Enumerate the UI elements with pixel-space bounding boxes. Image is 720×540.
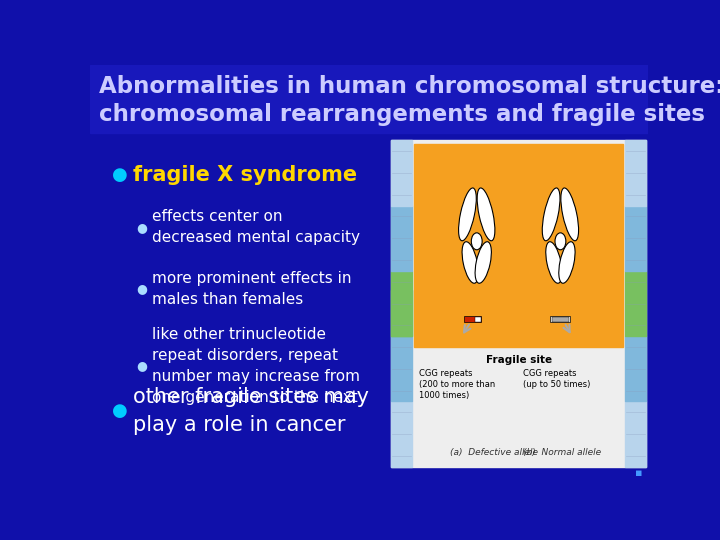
Text: ●: ● <box>112 402 127 420</box>
Bar <box>391 336 413 401</box>
Text: ●: ● <box>137 360 148 373</box>
Text: CGG repeats
(up to 50 times): CGG repeats (up to 50 times) <box>523 369 590 389</box>
Ellipse shape <box>459 188 476 241</box>
Bar <box>625 140 647 206</box>
Text: (b)  Normal allele: (b) Normal allele <box>523 449 601 457</box>
Text: ▪: ▪ <box>635 468 642 478</box>
Text: ●: ● <box>137 221 148 234</box>
Bar <box>90 65 648 132</box>
Bar <box>625 336 647 401</box>
Ellipse shape <box>555 233 566 250</box>
Bar <box>391 140 647 467</box>
Bar <box>625 401 647 467</box>
Text: more prominent effects in
males than females: more prominent effects in males than fem… <box>152 271 351 307</box>
Text: Abnormalities in human chromosomal structure:: Abnormalities in human chromosomal struc… <box>99 75 720 98</box>
Text: Fragile site: Fragile site <box>485 355 552 366</box>
Ellipse shape <box>561 188 579 241</box>
Text: fragile X syndrome: fragile X syndrome <box>132 165 356 185</box>
Bar <box>391 291 413 336</box>
Bar <box>391 206 413 271</box>
Ellipse shape <box>475 242 491 284</box>
Text: other fragile sites may
play a role in cancer: other fragile sites may play a role in c… <box>132 387 369 435</box>
Text: (a)  Defective allele: (a) Defective allele <box>450 449 538 457</box>
Bar <box>391 401 413 467</box>
Bar <box>391 140 413 206</box>
Ellipse shape <box>542 188 560 241</box>
Ellipse shape <box>559 242 575 284</box>
Bar <box>391 271 413 336</box>
Ellipse shape <box>477 188 495 241</box>
Ellipse shape <box>546 242 562 284</box>
Bar <box>414 144 624 347</box>
Text: CGG repeats
(200 to more than
1000 times): CGG repeats (200 to more than 1000 times… <box>418 369 495 400</box>
Ellipse shape <box>472 233 482 250</box>
Bar <box>549 316 570 322</box>
Text: chromosomal rearrangements and fragile sites: chromosomal rearrangements and fragile s… <box>99 103 706 126</box>
Bar <box>552 317 569 321</box>
Text: like other trinucleotide
repeat disorders, repeat
number may increase from
one g: like other trinucleotide repeat disorder… <box>152 327 360 405</box>
Bar <box>625 271 647 336</box>
Bar <box>464 316 482 322</box>
Text: effects center on
decreased mental capacity: effects center on decreased mental capac… <box>152 210 360 245</box>
Text: ●: ● <box>137 282 148 295</box>
Bar <box>625 206 647 271</box>
Ellipse shape <box>462 242 478 284</box>
Text: ●: ● <box>112 166 127 184</box>
Bar <box>475 317 482 321</box>
